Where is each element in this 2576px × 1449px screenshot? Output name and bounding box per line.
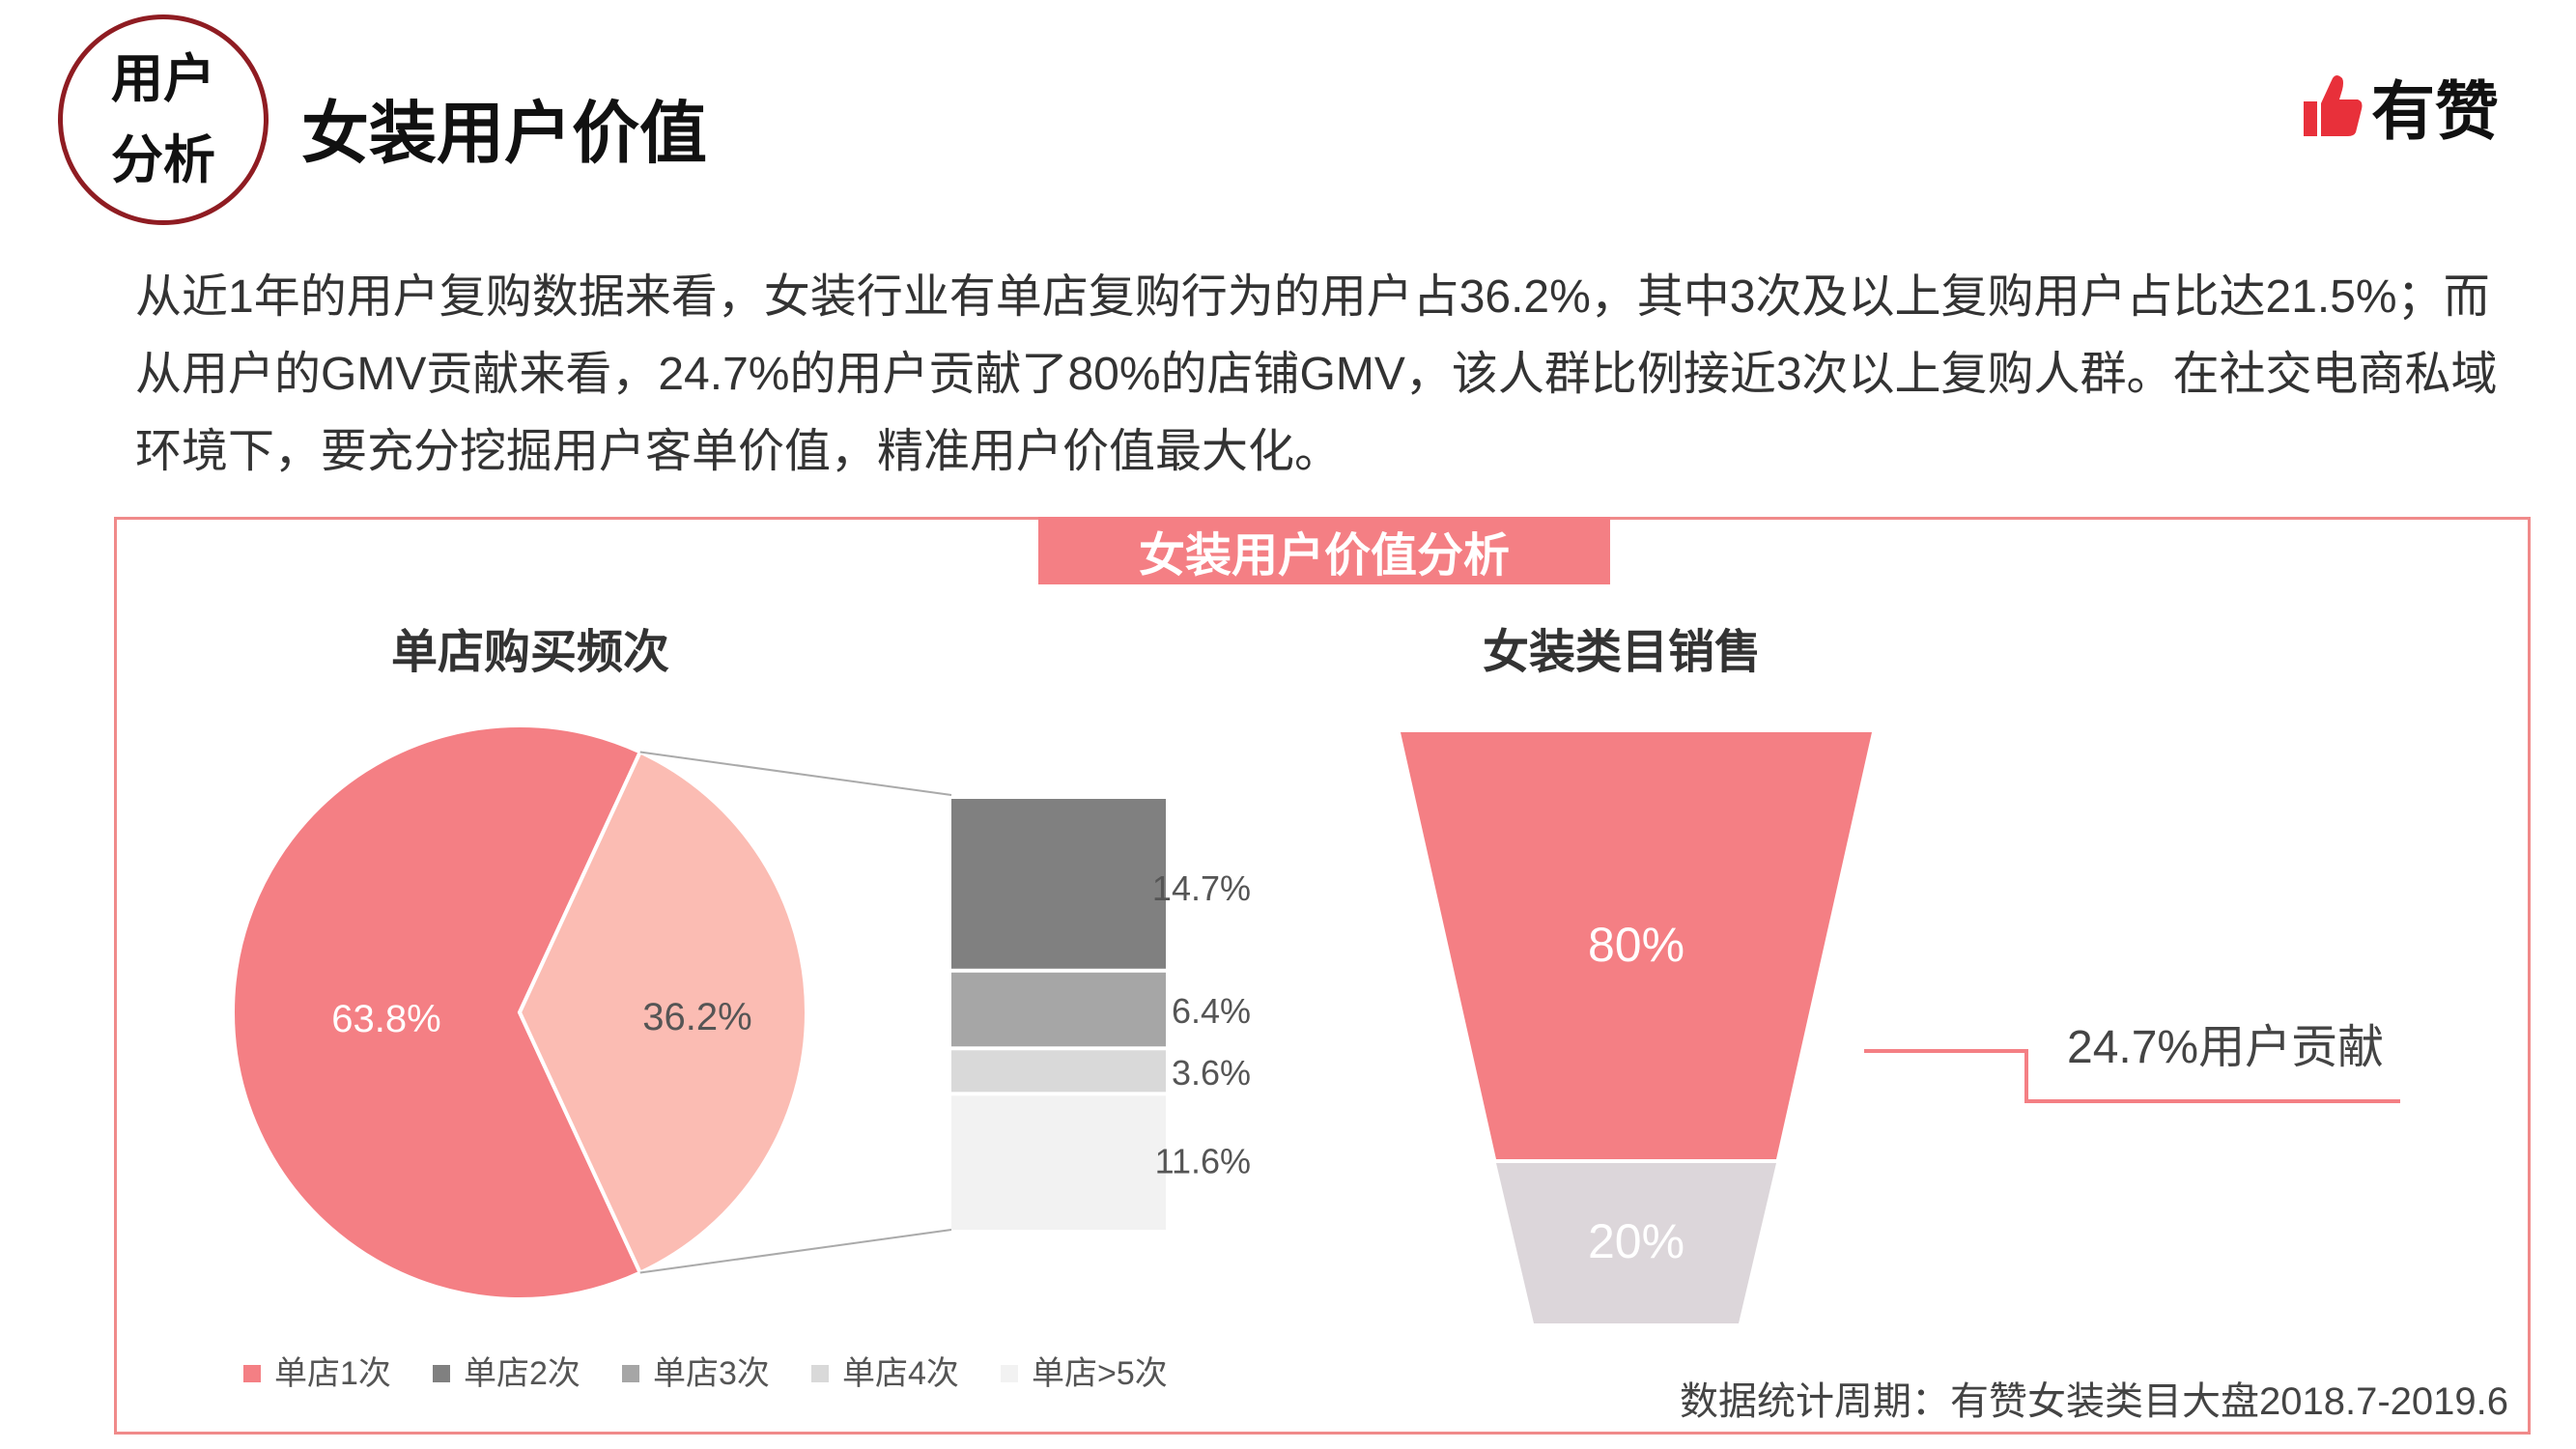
section-badge: 用户 分析 [58,14,269,225]
pie-label-one-purchase: 63.8% [331,998,440,1040]
breakdown-bar-four-times [951,1050,1166,1093]
brand-logo: 有赞 [2304,60,2499,153]
breakdown-label-four-times: 3.6% [1172,1053,1251,1093]
legend-label-2: 单店3次 [653,1355,770,1392]
funnel-stage-top [1401,732,1872,1159]
breakdown-bar-twice [951,799,1166,969]
legend-swatch-3 [811,1365,829,1382]
legend-label-4: 单店>5次 [1032,1355,1168,1392]
annotation-line [1864,1049,2400,1103]
thumbs-up-icon [2304,75,2363,136]
breakdown-label-three-times: 6.4% [1172,991,1251,1031]
data-source-note: 数据统计周期：有赞女装类目大盘2018.7-2019.6 [1679,1380,2508,1423]
pie-slice-repeat-purchase [517,749,808,1276]
breakdown-bar-three-times [951,972,1166,1047]
pie-slice-one-purchase [231,723,643,1301]
legend-swatch-4 [1001,1365,1018,1382]
description-text: 从近1年的用户复购数据来看，女装行业有单店复购行为的用户占36.2%，其中3次及… [135,271,2498,477]
page-title: 女装用户价值 [301,96,707,171]
pie-chart-title: 单店购买频次 [391,627,670,678]
connector-line-top [639,751,952,796]
legend-swatch-1 [433,1365,450,1382]
funnel-chart-title: 女装类目销售 [1483,627,1762,678]
funnel-label-top: 80% [1588,918,1684,972]
legend-swatch-2 [622,1365,639,1382]
funnel-label-bottom: 20% [1588,1214,1684,1268]
legend-label-0: 单店1次 [274,1355,391,1392]
badge-line-1: 用户 [111,50,215,108]
legend-label-3: 单店4次 [842,1355,959,1392]
legend-label-1: 单店2次 [464,1355,580,1392]
funnel-annotation: 24.7%用户贡献 [2067,1022,2384,1073]
breakdown-bar-five-plus [951,1095,1166,1230]
funnel-stage-bottom [1496,1163,1776,1323]
pie-label-repeat-purchase: 36.2% [642,996,751,1038]
breakdown-label-five-plus: 11.6% [1155,1141,1251,1180]
panel-title: 女装用户价值分析 [1038,517,1610,584]
breakdown-label-twice: 14.7% [1152,868,1251,908]
logo-text: 有赞 [2371,75,2499,147]
legend-swatch-0 [243,1365,261,1382]
connector-line-bottom [639,1229,952,1274]
badge-line-2: 分析 [111,131,215,189]
